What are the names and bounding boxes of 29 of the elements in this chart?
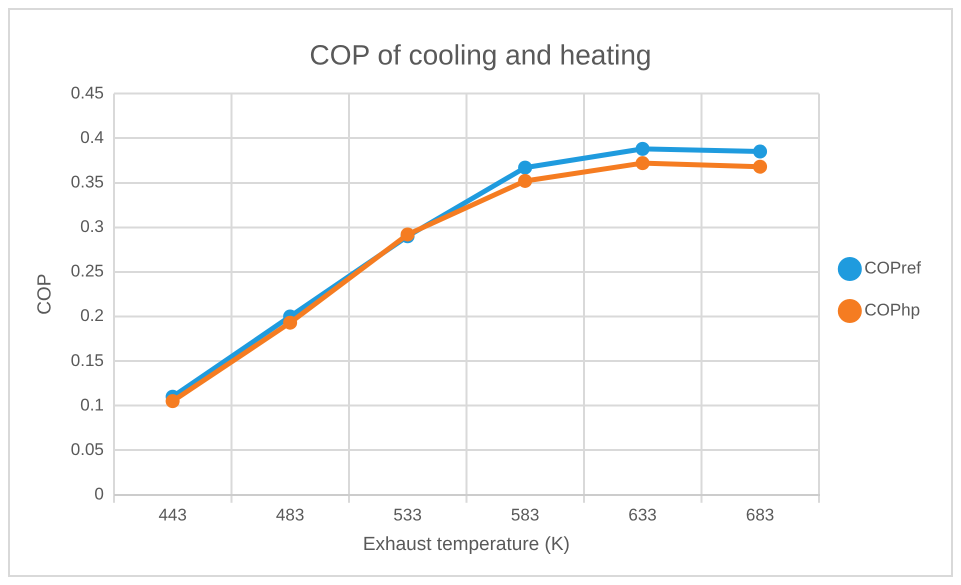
y-tick-label: 0.2 bbox=[80, 306, 104, 326]
y-tick-label: 0.15 bbox=[70, 350, 104, 370]
legend-label: COPhp bbox=[864, 300, 920, 320]
point bbox=[753, 144, 768, 159]
y-axis-title: COP bbox=[34, 274, 56, 315]
y-tick-label: 0.25 bbox=[70, 262, 104, 281]
y-tick-label: 0.4 bbox=[80, 128, 104, 147]
point bbox=[166, 394, 180, 408]
y-tick-label: 0.3 bbox=[80, 217, 104, 236]
y-tick-label: 0.45 bbox=[70, 83, 104, 102]
x-tick-label: 583 bbox=[510, 506, 540, 525]
point bbox=[753, 160, 768, 174]
x-tick-label: 683 bbox=[746, 506, 774, 525]
y-tick-label: 0.05 bbox=[70, 440, 104, 459]
legend-label: COPref bbox=[864, 258, 922, 278]
point bbox=[636, 142, 650, 156]
x-tick-label: 443 bbox=[158, 506, 187, 525]
x-tick-label: 483 bbox=[276, 506, 304, 525]
point bbox=[283, 316, 298, 330]
point bbox=[518, 174, 532, 188]
point bbox=[636, 156, 650, 170]
chart-title: COP of cooling and heating bbox=[310, 40, 652, 71]
x-tick-label: 533 bbox=[393, 506, 422, 525]
point bbox=[518, 160, 532, 175]
y-tick-label: 0.35 bbox=[70, 172, 104, 192]
y-tick-label: 0 bbox=[94, 484, 104, 504]
x-tick-label: 633 bbox=[628, 506, 657, 525]
x-axis-title: Exhaust temperature (K) bbox=[362, 534, 570, 555]
y-tick-label: 0.1 bbox=[80, 395, 104, 414]
